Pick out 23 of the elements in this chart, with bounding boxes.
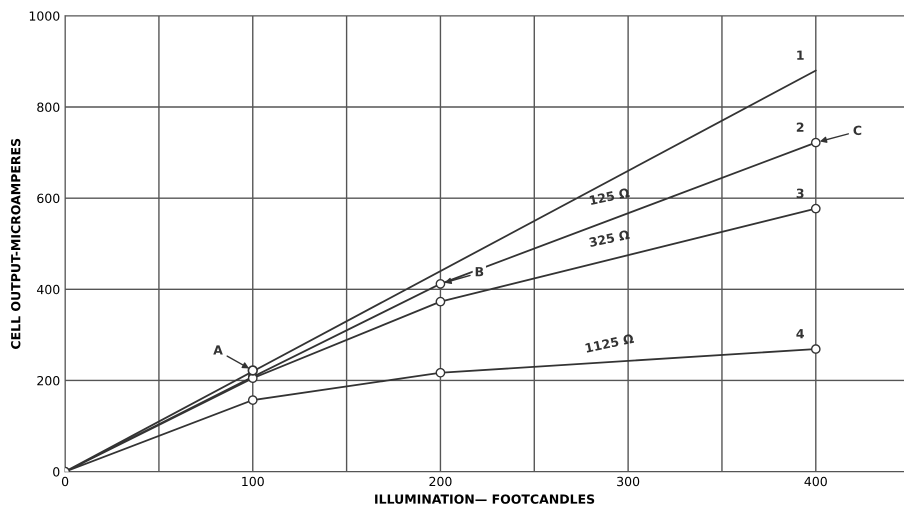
x-tick-label: 400 — [804, 476, 827, 486]
y-tick-label: 1000 — [30, 11, 60, 21]
x-axis-title: ILLUMINATION— FOOTCANDLES — [375, 494, 594, 504]
x-tick-label: 100 — [242, 476, 264, 486]
series-label: 4 — [796, 329, 804, 338]
annotation: 325 Ω — [588, 230, 630, 248]
annotation: 1125 Ω — [585, 334, 634, 353]
y-tick-label: 600 — [37, 194, 60, 204]
y-tick-label: 0 — [53, 467, 60, 477]
annotation: B — [476, 267, 484, 276]
x-tick-label: 0 — [62, 476, 68, 486]
series-label: 3 — [796, 188, 804, 198]
series-label: 1 — [797, 50, 804, 60]
annotation: 125 Ω — [589, 188, 630, 206]
y-tick-label: 400 — [36, 284, 60, 294]
x-tick-label: 300 — [617, 476, 640, 486]
annotation: C — [853, 126, 862, 136]
y-tick-label: 200 — [37, 376, 60, 386]
series-label: 2 — [796, 122, 804, 132]
x-tick-label: 200 — [429, 476, 452, 486]
annotation: A — [213, 345, 223, 354]
y-axis-title: CELL OUTPUT-MICROAMPERES — [10, 138, 20, 349]
y-tick-label: 800 — [37, 102, 60, 112]
